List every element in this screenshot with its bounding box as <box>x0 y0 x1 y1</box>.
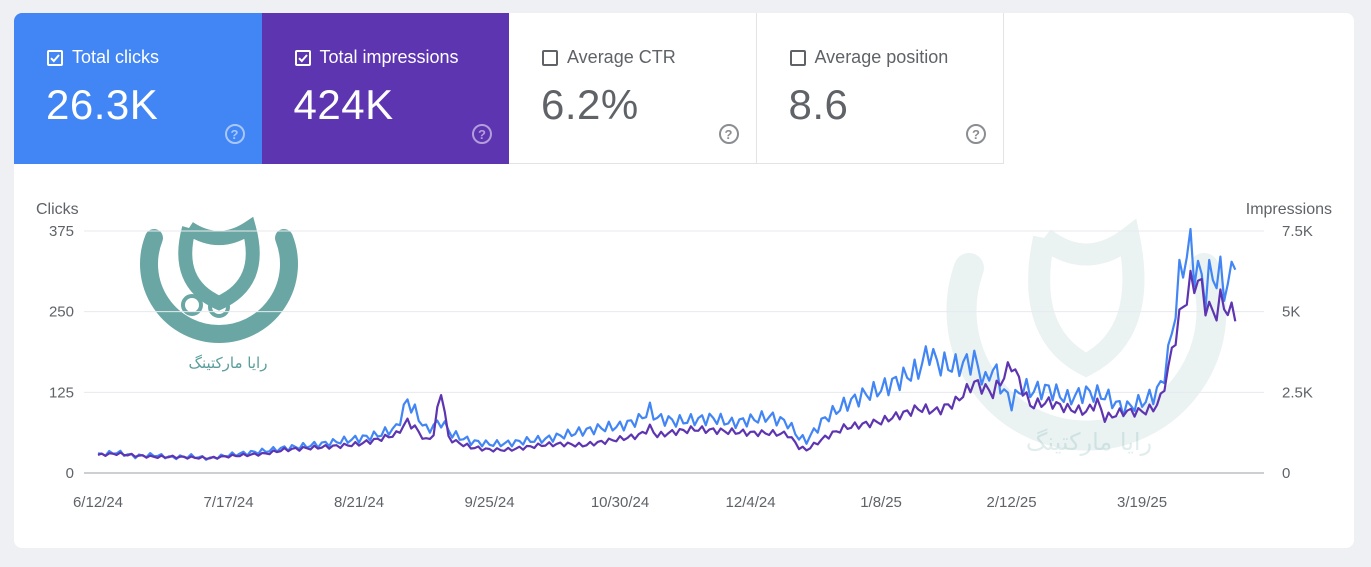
right-tick-label: 0 <box>1282 465 1290 482</box>
metric-label: Average CTR <box>567 47 676 67</box>
metric-tile-average-position[interactable]: Average position 8.6 ? <box>756 13 1004 164</box>
left-tick-label: 375 <box>49 223 74 240</box>
left-axis-title: Clicks <box>36 201 79 218</box>
performance-chart: رایا مارکتینگ رایا مارکتینگ Clicks Impre… <box>36 201 1332 511</box>
metric-label: Average position <box>814 47 949 67</box>
left-axis-ticks: 375 250 125 0 <box>49 223 74 482</box>
left-tick-label: 125 <box>49 384 74 401</box>
metric-tile-total-impressions[interactable]: Total impressions 424K ? <box>261 13 509 164</box>
performance-card: رایا مارکتینگ رایا مارکتینگ Clicks Impre… <box>14 13 1354 548</box>
right-axis-ticks: 7.5K 5K 2.5K 0 <box>1282 223 1313 482</box>
metric-value: 8.6 <box>788 81 849 128</box>
help-icon[interactable]: ? <box>472 124 492 144</box>
metric-label: Total clicks <box>72 47 160 67</box>
x-tick-label: 9/25/24 <box>465 494 515 511</box>
metric-tiles: Total clicks 26.3K ? Total impressions 4… <box>14 13 1004 164</box>
watermark-logo-large-icon <box>946 218 1227 451</box>
watermark-brand-text: رایا مارکتینگ <box>189 354 268 372</box>
checkbox-unchecked-icon[interactable] <box>789 49 806 66</box>
watermark-brand-large-text: رایا مارکتینگ <box>1026 428 1152 456</box>
right-axis-title: Impressions <box>1246 201 1332 218</box>
metric-tile-total-clicks[interactable]: Total clicks 26.3K ? <box>14 13 262 164</box>
metric-label: Total impressions <box>319 47 459 67</box>
x-tick-label: 2/12/25 <box>987 494 1037 511</box>
help-icon[interactable]: ? <box>224 124 245 144</box>
left-tick-label: 0 <box>66 465 74 482</box>
clicks-line <box>97 269 1237 460</box>
metric-value: 424K <box>293 81 394 128</box>
series-lines <box>97 227 1237 461</box>
checkbox-unchecked-icon[interactable] <box>542 49 558 66</box>
metric-value: 6.2% <box>541 81 639 128</box>
help-icon[interactable]: ? <box>966 124 986 144</box>
help-icon[interactable]: ? <box>718 124 739 144</box>
x-tick-label: 8/21/24 <box>334 494 384 511</box>
right-tick-label: 7.5K <box>1282 223 1313 240</box>
right-tick-label: 2.5K <box>1282 384 1313 401</box>
x-tick-label: 1/8/25 <box>860 494 902 511</box>
x-axis-ticks: 6/12/24 7/17/24 8/21/24 9/25/24 10/30/24 12/4… <box>73 494 1167 511</box>
x-tick-label: 7/17/24 <box>203 494 253 511</box>
checkbox-checked-icon[interactable] <box>47 49 63 66</box>
left-tick-label: 250 <box>49 304 74 321</box>
x-tick-label: 6/12/24 <box>73 494 123 511</box>
right-tick-label: 5K <box>1282 304 1300 321</box>
x-tick-label: 3/19/25 <box>1117 494 1167 511</box>
watermark-logo-icon <box>140 216 298 343</box>
checkbox-checked-icon[interactable] <box>294 49 311 66</box>
x-tick-label: 12/4/24 <box>726 494 776 511</box>
x-tick-label: 10/30/24 <box>591 494 649 511</box>
metric-tile-average-ctr[interactable]: Average CTR 6.2% ? <box>509 13 757 164</box>
metric-value: 26.3K <box>46 81 159 128</box>
